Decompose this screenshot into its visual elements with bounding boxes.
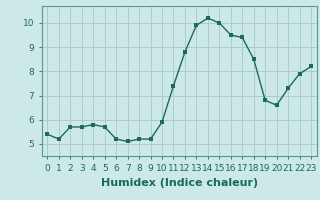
X-axis label: Humidex (Indice chaleur): Humidex (Indice chaleur): [100, 178, 258, 188]
